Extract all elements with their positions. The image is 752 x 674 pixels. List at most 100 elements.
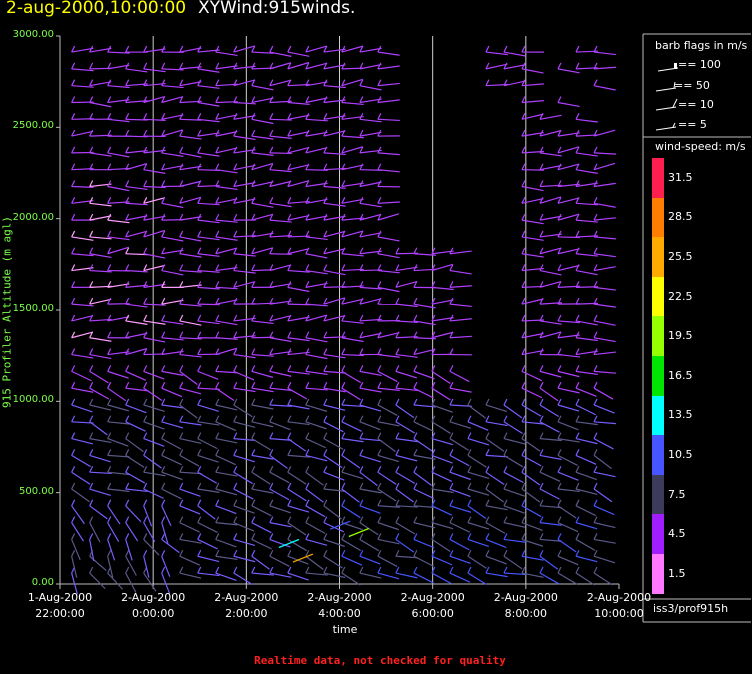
wind-barb-flag bbox=[305, 213, 310, 221]
wind-barb bbox=[521, 438, 541, 452]
wind-barb-flag bbox=[143, 180, 148, 187]
wind-barb-flag bbox=[71, 163, 76, 170]
wind-barb-flag bbox=[593, 549, 598, 557]
wind-barb bbox=[179, 353, 202, 358]
wind-barb bbox=[305, 421, 327, 430]
wind-barb-flag bbox=[143, 163, 148, 170]
wind-barb bbox=[521, 219, 544, 225]
wind-barb-flag bbox=[377, 365, 382, 372]
wind-barb-flag bbox=[107, 449, 112, 456]
wind-barb bbox=[359, 213, 382, 221]
wind-barb bbox=[431, 454, 453, 464]
wind-barb-flag bbox=[323, 163, 328, 170]
wind-barb-flag bbox=[305, 348, 310, 355]
wind-barb-flag bbox=[197, 381, 202, 389]
wind-barb bbox=[89, 404, 112, 411]
wind-barb bbox=[485, 488, 505, 503]
wind-barb-flag bbox=[269, 398, 274, 406]
wind-barb bbox=[233, 79, 256, 87]
wind-barb-flag bbox=[431, 432, 436, 439]
wind-barb bbox=[521, 113, 544, 120]
wind-barb-flag bbox=[413, 415, 418, 423]
wind-barb-flag bbox=[521, 499, 526, 507]
wind-barb bbox=[575, 350, 598, 356]
wind-barb bbox=[323, 314, 346, 322]
wind-barb-flag bbox=[89, 516, 94, 523]
wind-barb bbox=[143, 95, 166, 104]
wind-barb bbox=[485, 51, 508, 56]
wind-barb-flag bbox=[107, 264, 112, 271]
wind-barb bbox=[143, 68, 166, 73]
wind-barb-flag bbox=[413, 465, 418, 473]
wind-barb bbox=[179, 165, 202, 171]
wind-barb-flag bbox=[107, 62, 112, 70]
wind-barb-flag bbox=[431, 549, 436, 557]
wind-barb-flag bbox=[575, 465, 580, 473]
wind-barb-flag bbox=[575, 415, 580, 423]
wind-barb bbox=[89, 438, 112, 443]
wind-barb bbox=[377, 538, 400, 545]
wind-barb bbox=[71, 421, 94, 424]
wind-barb bbox=[539, 370, 562, 378]
wind-barb bbox=[539, 488, 560, 500]
wind-barb-flag bbox=[143, 197, 148, 204]
wind-barb-flag bbox=[431, 449, 436, 456]
wind-barb bbox=[395, 438, 418, 443]
wind-barb-flag bbox=[179, 45, 184, 53]
wind-barb bbox=[71, 505, 85, 525]
wind-barb-flag bbox=[89, 213, 94, 221]
wind-barb-flag bbox=[305, 62, 310, 70]
wind-barb-flag bbox=[125, 482, 130, 490]
wind-barb-flag bbox=[431, 247, 436, 255]
wind-barb-flag bbox=[539, 281, 544, 288]
wind-barb bbox=[143, 438, 165, 447]
wind-barb-flag bbox=[233, 247, 238, 255]
wind-barb-flag bbox=[251, 45, 256, 53]
wind-barb-flag bbox=[377, 163, 382, 170]
wind-barb bbox=[143, 337, 166, 343]
wind-barb-flag bbox=[413, 499, 418, 507]
wind-barb bbox=[305, 387, 328, 391]
wind-barb-flag bbox=[215, 566, 220, 574]
wind-barb-flag bbox=[287, 465, 292, 473]
wind-barb bbox=[467, 454, 487, 468]
wind-barb-flag bbox=[395, 348, 400, 355]
wind-barb bbox=[71, 236, 94, 241]
wind-barb bbox=[89, 454, 111, 463]
wind-barb bbox=[593, 505, 615, 516]
wind-barb-flag bbox=[449, 297, 454, 305]
wind-barb bbox=[215, 247, 238, 255]
wind-barb-flag bbox=[269, 264, 274, 271]
wind-barb-flag bbox=[323, 533, 328, 540]
wind-barb bbox=[125, 68, 148, 73]
wind-barb-flag bbox=[233, 381, 238, 389]
wind-barb bbox=[125, 150, 148, 154]
wind-barb bbox=[107, 505, 121, 525]
wind-barb-flag bbox=[143, 331, 148, 339]
wind-barb bbox=[251, 97, 274, 104]
wind-barb bbox=[107, 236, 130, 241]
wind-barb-flag bbox=[521, 45, 526, 53]
wind-barb bbox=[125, 387, 148, 392]
wind-barb bbox=[233, 181, 256, 188]
wind-barb-flag bbox=[575, 331, 580, 339]
wind-barb-flag bbox=[107, 398, 112, 406]
wind-barb bbox=[287, 180, 310, 188]
wind-barb bbox=[377, 82, 400, 87]
wind-barb bbox=[431, 263, 454, 272]
wind-barb-flag bbox=[341, 129, 346, 137]
wind-barb bbox=[305, 236, 328, 241]
wind-barb bbox=[233, 437, 256, 442]
wind-barb bbox=[485, 63, 508, 70]
wind-barb-flag bbox=[305, 516, 310, 523]
wind-barb bbox=[71, 85, 94, 88]
wind-barb-flag bbox=[359, 566, 364, 574]
wind-barb bbox=[287, 51, 310, 57]
wind-barb bbox=[179, 81, 202, 87]
wind-barb bbox=[359, 118, 382, 123]
wind-barb bbox=[449, 370, 470, 383]
wind-barb-flag bbox=[197, 79, 202, 86]
wind-barb-flag bbox=[161, 415, 166, 423]
wind-barb-flag bbox=[287, 180, 292, 187]
wind-barb bbox=[71, 387, 94, 393]
